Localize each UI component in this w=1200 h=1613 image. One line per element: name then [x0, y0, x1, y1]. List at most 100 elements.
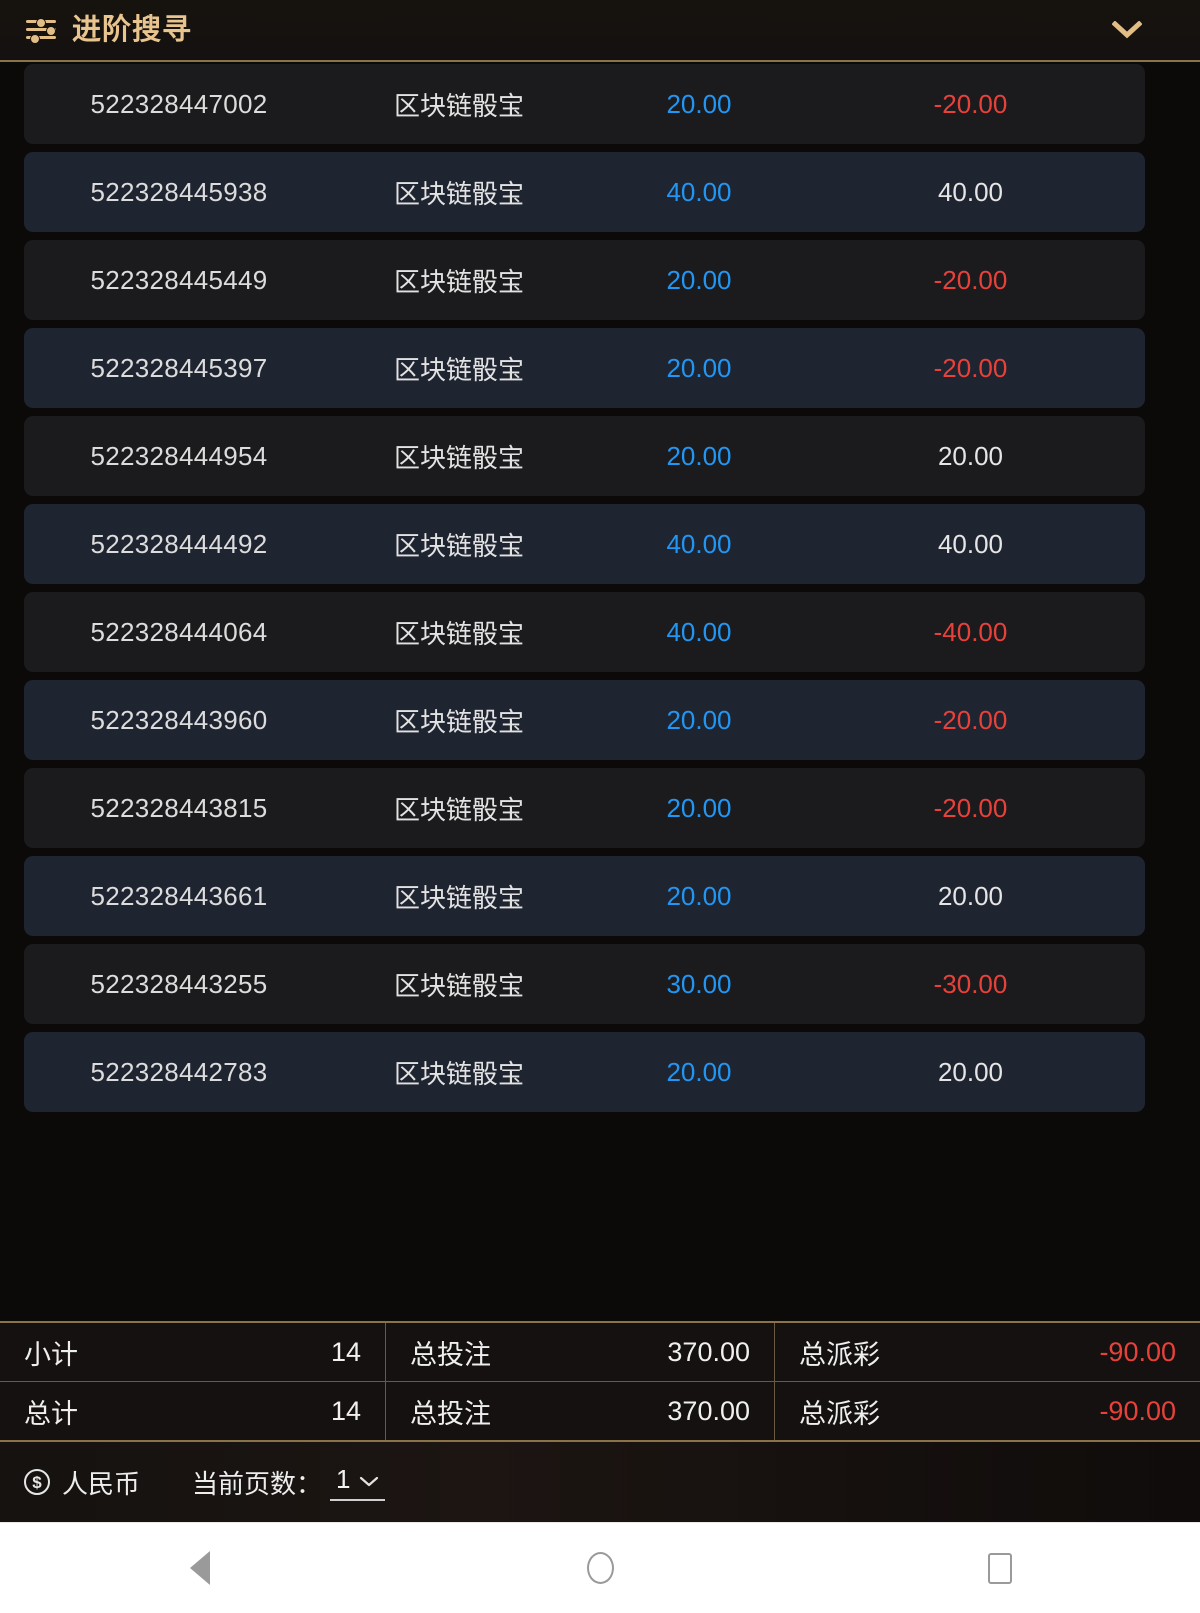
record-id: 522328442783: [90, 1056, 268, 1087]
table-row[interactable]: 522328444064 区块链骰宝 40.00 -40.00: [24, 592, 1145, 672]
record-payout-amount: 20.00: [937, 880, 1004, 911]
summary-subtotal-row: 小计 14 总投注 370.00 总派彩 -90.00: [0, 1323, 1200, 1382]
page-title: 进阶搜寻: [72, 13, 193, 46]
subtotal-payout-cell: 总派彩 -90.00: [775, 1323, 1200, 1381]
record-payout-amount: 40.00: [937, 528, 1004, 559]
record-id: 522328447002: [90, 88, 268, 119]
home-circle-icon[interactable]: [540, 1523, 660, 1613]
record-game-name: 区块链骰宝: [393, 178, 524, 209]
record-id: 522328443960: [90, 704, 268, 735]
table-row[interactable]: 522328445449 区块链骰宝 20.00 -20.00: [24, 240, 1145, 320]
record-payout-amount: -20.00: [933, 352, 1008, 383]
summary-section: 小计 14 总投注 370.00 总派彩 -90.00 总计 14 总投注 37…: [0, 1321, 1200, 1442]
record-bet-amount: 20.00: [666, 792, 732, 823]
total-payout-value: -90.00: [1099, 1395, 1176, 1426]
page-footer: $ 人民币 当前页数： 1: [0, 1442, 1200, 1522]
record-id: 522328445938: [90, 176, 268, 207]
table-row[interactable]: 522328444492 区块链骰宝 40.00 40.00: [24, 504, 1145, 584]
record-payout-amount: -20.00: [933, 792, 1008, 823]
table-row[interactable]: 522328447002 区块链骰宝 20.00 -20.00: [24, 64, 1145, 144]
table-row[interactable]: 522328443960 区块链骰宝 20.00 -20.00: [24, 680, 1145, 760]
record-payout-amount: -20.00: [933, 704, 1008, 735]
record-game-name: 区块链骰宝: [393, 354, 524, 385]
current-page-label: 当前页数：: [192, 1468, 323, 1499]
record-game-name: 区块链骰宝: [393, 882, 524, 913]
record-id: 522328443255: [90, 968, 268, 999]
record-game-name: 区块链骰宝: [393, 266, 524, 297]
record-bet-amount: 20.00: [666, 704, 732, 735]
table-row[interactable]: 522328443661 区块链骰宝 20.00 20.00: [24, 856, 1145, 936]
record-game-name: 区块链骰宝: [393, 530, 524, 561]
record-bet-amount: 20.00: [666, 264, 732, 295]
record-game-name: 区块链骰宝: [393, 1058, 524, 1089]
dollar-coin-icon: $: [24, 1469, 50, 1495]
record-payout-amount: 20.00: [937, 440, 1004, 471]
record-game-name: 区块链骰宝: [393, 90, 524, 121]
total-bet-label: 总投注: [410, 1398, 491, 1429]
table-row[interactable]: 522328445938 区块链骰宝 40.00 40.00: [24, 152, 1145, 232]
page-number-value: 1: [336, 1463, 351, 1494]
page-number-select[interactable]: 1: [330, 1463, 385, 1501]
currency-indicator: $ 人民币: [24, 1464, 140, 1501]
total-count-value: 14: [330, 1395, 361, 1426]
table-row[interactable]: 522328443815 区块链骰宝 20.00 -20.00: [24, 768, 1145, 848]
total-bet-cell: 总投注 370.00: [386, 1382, 775, 1440]
pagination-control[interactable]: 当前页数： 1: [192, 1463, 385, 1501]
record-bet-amount: 40.00: [666, 176, 732, 207]
record-bet-amount: 40.00: [666, 528, 732, 559]
record-bet-amount: 40.00: [666, 616, 732, 647]
record-id: 522328445449: [90, 264, 268, 295]
record-game-name: 区块链骰宝: [393, 970, 524, 1001]
record-bet-amount: 20.00: [666, 880, 732, 911]
subtotal-count-cell: 小计 14: [0, 1323, 386, 1381]
record-payout-amount: -30.00: [933, 968, 1008, 999]
record-payout-amount: -20.00: [933, 264, 1008, 295]
total-payout-label: 总派彩: [799, 1398, 880, 1429]
android-navigation-bar[interactable]: [0, 1522, 1200, 1613]
record-game-name: 区块链骰宝: [393, 794, 524, 825]
record-id: 522328445397: [90, 352, 268, 383]
chevron-down-icon[interactable]: [1112, 15, 1142, 45]
record-game-name: 区块链骰宝: [393, 618, 524, 649]
currency-label: 人民币: [62, 1468, 141, 1499]
total-count-label: 总计: [24, 1398, 78, 1429]
record-bet-amount: 20.00: [666, 352, 732, 383]
record-bet-amount: 20.00: [666, 440, 732, 471]
record-bet-amount: 20.00: [666, 88, 732, 119]
bet-records-list[interactable]: 522328447002 区块链骰宝 20.00 -20.00 522328445938…: [0, 62, 1200, 1321]
summary-total-row: 总计 14 总投注 370.00 总派彩 -90.00: [0, 1382, 1200, 1442]
record-payout-amount: 20.00: [937, 1056, 1004, 1087]
record-bet-amount: 30.00: [666, 968, 732, 999]
record-game-name: 区块链骰宝: [393, 442, 524, 473]
back-triangle-icon[interactable]: [140, 1523, 260, 1613]
filter-sliders-icon: [24, 15, 58, 45]
subtotal-payout-label: 总派彩: [799, 1339, 880, 1370]
subtotal-payout-value: -90.00: [1099, 1336, 1176, 1367]
record-payout-amount: 40.00: [937, 176, 1004, 207]
table-row[interactable]: 522328445397 区块链骰宝 20.00 -20.00: [24, 328, 1145, 408]
record-bet-amount: 20.00: [666, 1056, 732, 1087]
record-id: 522328443815: [90, 792, 268, 823]
advanced-search-header[interactable]: 进阶搜寻: [0, 0, 1200, 62]
record-game-name: 区块链骰宝: [393, 706, 524, 737]
total-count-cell: 总计 14: [0, 1382, 386, 1440]
record-payout-amount: -20.00: [933, 88, 1008, 119]
subtotal-bet-label: 总投注: [410, 1339, 491, 1370]
record-payout-amount: -40.00: [933, 616, 1008, 647]
record-id: 522328444954: [90, 440, 268, 471]
total-bet-value: 370.00: [667, 1395, 750, 1426]
total-payout-cell: 总派彩 -90.00: [775, 1382, 1200, 1440]
record-id: 522328444064: [90, 616, 268, 647]
record-id: 522328444492: [90, 528, 268, 559]
recents-square-icon[interactable]: [940, 1523, 1060, 1613]
record-id: 522328443661: [90, 880, 268, 911]
subtotal-bet-value: 370.00: [667, 1336, 750, 1367]
chevron-down-icon: [359, 1464, 379, 1495]
subtotal-count-value: 14: [330, 1336, 361, 1367]
table-row[interactable]: 522328444954 区块链骰宝 20.00 20.00: [24, 416, 1145, 496]
table-row[interactable]: 522328442783 区块链骰宝 20.00 20.00: [24, 1032, 1145, 1112]
header-left-group[interactable]: 进阶搜寻: [24, 15, 192, 45]
table-row[interactable]: 522328443255 区块链骰宝 30.00 -30.00: [24, 944, 1145, 1024]
subtotal-bet-cell: 总投注 370.00: [386, 1323, 775, 1381]
